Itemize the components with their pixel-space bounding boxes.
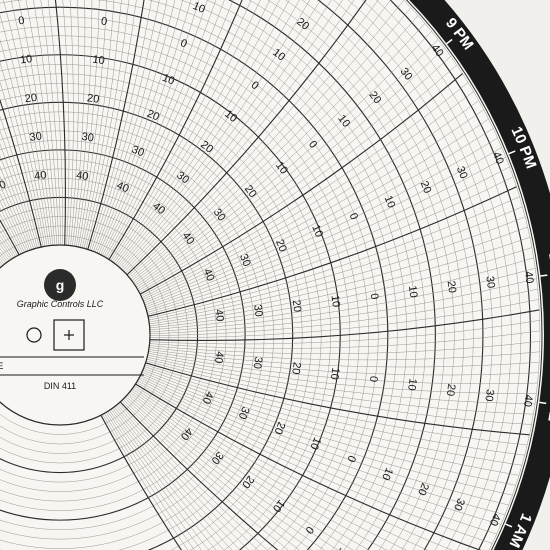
- scale-label: 30: [482, 388, 496, 402]
- scale-label: 20: [24, 92, 38, 105]
- scale-label: 40: [521, 394, 535, 408]
- scale-label: 40: [212, 309, 225, 323]
- scale-label: 10: [328, 367, 342, 381]
- brand-name: Graphic Controls LLC: [17, 299, 104, 309]
- brand-logo-glyph: g: [56, 277, 65, 293]
- scale-label: 20: [444, 383, 458, 397]
- scale-label: 30: [81, 131, 95, 145]
- scale-label: 30: [29, 130, 43, 143]
- scale-label: 20: [86, 92, 100, 106]
- scale-label: 10: [92, 54, 106, 68]
- circular-chart: 5 PM6 PM7 PM8 PM9 PM10 PM11 PMNITE1 AM40…: [0, 0, 550, 550]
- scale-label: 40: [522, 271, 535, 285]
- date-label: DATE: [0, 361, 3, 371]
- scale-label: 10: [406, 285, 419, 299]
- scale-label: 10: [19, 53, 33, 66]
- scale-label: 30: [483, 275, 496, 289]
- scale-label: 30: [251, 356, 265, 370]
- scale-label: 20: [289, 361, 303, 375]
- scale-label: 10: [405, 378, 419, 392]
- scale-label: 40: [212, 350, 226, 364]
- scale-label: 40: [75, 169, 89, 183]
- model-label: DIN 411: [44, 381, 76, 391]
- scale-label: 40: [34, 169, 48, 182]
- scale-label: 20: [445, 280, 458, 294]
- scale-label: 10: [329, 294, 342, 308]
- scale-label: 20: [290, 299, 303, 313]
- scale-label: 30: [251, 304, 264, 318]
